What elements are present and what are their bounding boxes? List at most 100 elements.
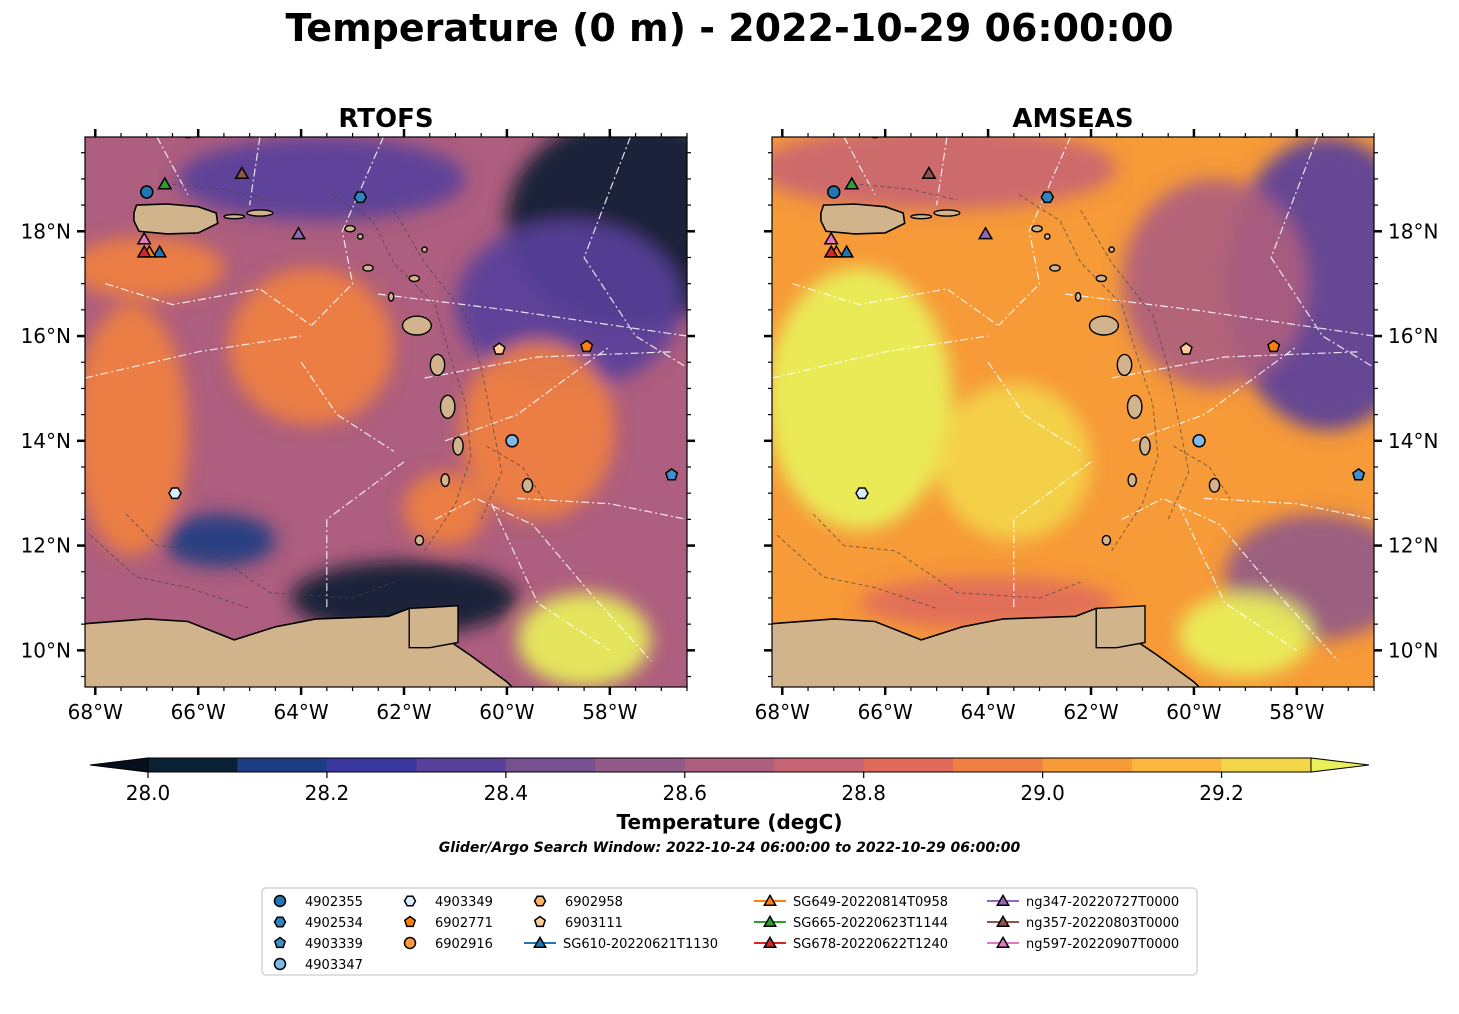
obs-marker-4902534 [353,191,368,204]
obs-marker-4903349 [168,487,182,500]
obs-marker-SG610-20220621T1130 [152,244,168,258]
obs-marker-4903349 [855,487,869,500]
land-island [344,224,356,233]
obs-marker-SG678-20220622T1240 [823,244,839,258]
eez-boundary [517,497,687,520]
legend-item: SG610-20220621T1130 [524,935,718,952]
land-island [1044,233,1051,240]
legend-item: ng597-20220907T0000 [987,935,1179,952]
x-tick-label: 68°W [68,700,123,724]
colorbar-bin [774,758,865,772]
y-tick-label: 16°N [21,324,71,348]
legend-label: 4903339 [305,937,363,952]
colorbar-tick-label: 28.2 [305,781,350,805]
colorbar-tick-label: 29.2 [1199,781,1244,805]
obs-marker-ng347-20220727T0000 [291,226,307,240]
search-window-note: Glider/Argo Search Window: 2022-10-24 06… [438,840,1021,856]
y-tick-label: 14°N [1388,429,1438,453]
depth-contour [172,183,271,201]
y-tick-label: 16°N [1388,324,1438,348]
legend: 4902355 4902534 4903339 4903347 4903349 69027… [261,887,1198,976]
land-island [362,264,374,272]
legend-item: 4902534 [273,916,363,931]
eez-boundary [490,503,611,651]
eez-boundary [310,137,384,327]
colorbar-tick-label: 28.6 [663,781,708,805]
legend-item: SG665-20220623T1144 [754,914,948,931]
land-island [1127,473,1137,488]
legend-item: SG649-20220814T0958 [754,893,948,910]
field-feature [85,304,188,556]
land-island [1049,264,1061,272]
x-tick-label: 64°W [273,700,328,724]
eez-boundary [997,137,1071,327]
legend-marker [403,936,417,950]
legend-item: SG678-20220622T1240 [754,935,948,952]
land-island [1126,394,1143,419]
land-island [421,246,428,253]
x-tick-label: 62°W [376,700,431,724]
legend-marker [273,936,287,949]
eez-boundary [105,283,312,327]
field-feature [290,561,518,635]
depth-contour [812,513,1081,599]
temperature-field [772,137,1374,687]
land-island [223,213,246,220]
x-tick-label: 60°W [1166,700,1221,724]
land-island [246,209,274,217]
land-south-america [772,607,1201,687]
land-island [1108,246,1115,253]
colorbar-bin [237,758,328,772]
map-panel-rtofs: RTOFS 68°W 66°W 64°W 62°W 60°W 58°W 10°N 12°N 14°… [21,104,695,724]
colorbar-bin [684,758,775,772]
eez-boundary [434,497,652,662]
colorbar-tick-label: 28.4 [484,781,529,805]
land-island [1074,291,1082,302]
colorbar-bin [863,758,954,772]
legend-marker [403,915,417,928]
legend-label: ng597-20220907T0000 [1026,937,1179,952]
colorbar-bin [148,758,238,772]
legend-marker [763,893,777,907]
obs-marker-ng597-20220907T0000 [823,231,839,245]
eez-boundary [85,335,302,379]
depth-contour [393,210,503,520]
land-island [408,274,421,283]
obs-marker-6902916 [870,137,880,139]
eez-boundary [249,137,261,206]
obs-marker-4902355 [139,185,154,199]
colorbar-bin [1132,758,1223,772]
y-tick-label: 10°N [1388,638,1438,662]
field-features [85,137,687,687]
field-feature [772,137,1117,211]
legend-label: ng347-20220727T0000 [1026,895,1179,910]
legend-item: 4903339 [273,936,363,952]
legend-label: SG610-20220621T1130 [563,937,718,952]
legend-item: 6903111 [533,915,623,931]
figure-title: Temperature (0 m) - 2022-10-29 06:00:00 [285,6,1174,50]
legend-label: 4903347 [305,958,363,973]
x-tick-label: 64°W [960,700,1015,724]
obs-marker-ng597-20220907T0000 [136,231,152,245]
axes-frame [84,136,688,688]
land-trinidad [1095,605,1146,649]
eez-boundary [936,137,948,206]
field-feature [936,383,1091,541]
depth-contour [1018,194,1159,552]
eez-boundary [326,461,405,609]
obs-marker-6903111 [1179,342,1193,355]
x-tick-label: 58°W [1269,700,1324,724]
obs-marker-4903339 [665,467,679,481]
legend-label: 6903111 [565,916,623,931]
colorbar-tick-label: 29.0 [1020,781,1065,805]
x-tick-label: 58°W [582,700,637,724]
eez-boundary [987,361,1082,452]
land-island [1095,274,1108,283]
eez-boundary [1121,497,1339,662]
field-feature [162,514,276,567]
land-island [1208,477,1221,493]
depth-contour [331,194,472,552]
obs-marker-SG678-20220622T1240 [136,244,152,258]
obs-marker-ng357-20220803T0000 [921,166,937,180]
